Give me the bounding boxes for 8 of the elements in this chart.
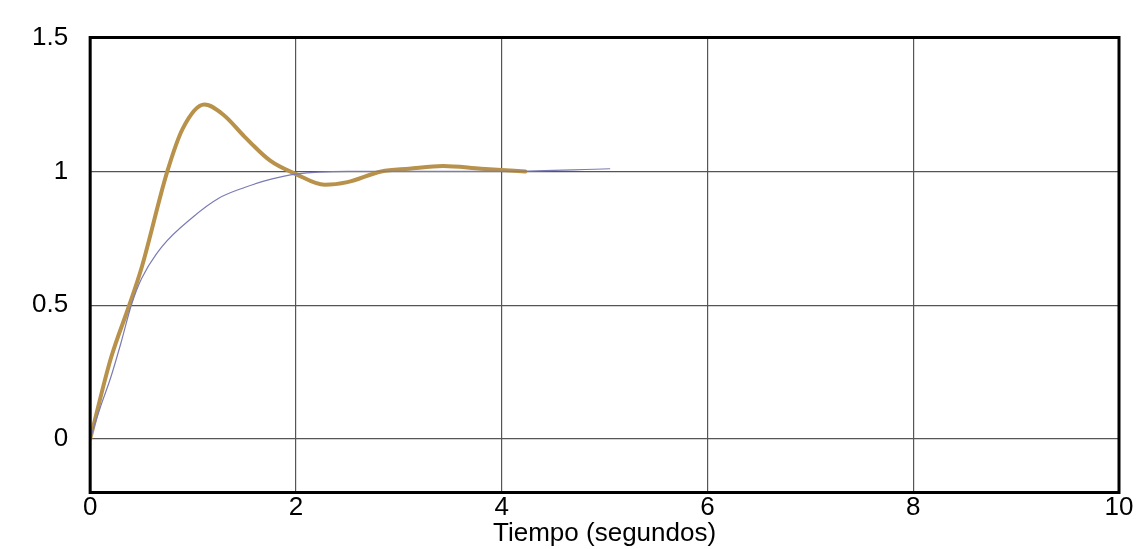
y-tick-label: 0.5 — [31, 288, 69, 319]
y-tick-label: 1.5 — [31, 20, 69, 51]
x-tick-label: 8 — [905, 491, 921, 522]
x-tick-label: 10 — [1104, 491, 1134, 522]
y-tick-label: 0 — [53, 422, 69, 453]
y-tick-label: 1 — [53, 154, 69, 185]
x-tick-label: 0 — [82, 491, 98, 522]
x-tick-label: 2 — [288, 491, 304, 522]
